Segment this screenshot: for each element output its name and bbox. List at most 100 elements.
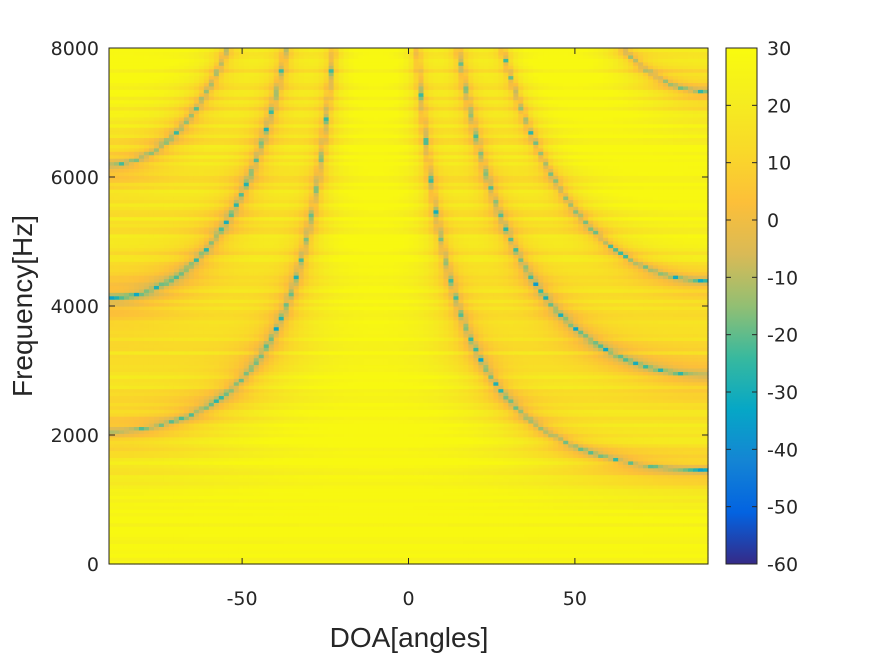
heatmap-cell: [243, 436, 250, 441]
heatmap-cell: [358, 478, 365, 483]
heatmap-cell: [618, 491, 624, 496]
heatmap-cell: [373, 443, 380, 448]
heatmap-cell: [533, 505, 539, 510]
heatmap-cell: [363, 526, 370, 531]
heatmap-cell: [473, 488, 479, 493]
heatmap-cell: [628, 453, 634, 458]
heatmap-cell: [688, 512, 694, 517]
heatmap-cell: [273, 526, 280, 531]
heatmap-cell: [153, 429, 160, 434]
heatmap-cell: [473, 498, 479, 503]
heatmap-cell: [463, 464, 469, 469]
heatmap-cell: [298, 474, 305, 479]
heatmap-cell: [168, 519, 175, 524]
heatmap-cell: [473, 453, 479, 458]
heatmap-cell: [453, 519, 460, 524]
heatmap-cell: [398, 543, 405, 548]
heatmap-cell: [113, 498, 120, 503]
heatmap-cell: [258, 429, 265, 434]
heatmap-cell: [138, 495, 145, 500]
heatmap-cell: [348, 422, 355, 427]
heatmap-cell: [248, 522, 255, 527]
heatmap-cell: [523, 464, 529, 469]
heatmap-cell: [363, 488, 370, 493]
heatmap-cell: [203, 522, 210, 527]
heatmap-cell: [218, 522, 225, 527]
heatmap-cell: [143, 495, 150, 500]
heatmap-cell: [343, 460, 350, 465]
heatmap-cell: [163, 450, 170, 455]
heatmap-cell: [313, 478, 320, 483]
heatmap-cell: [688, 426, 694, 431]
heatmap-cell: [438, 550, 445, 555]
heatmap-cell: [673, 526, 679, 531]
heatmap-cell: [468, 550, 474, 555]
heatmap-cell: [213, 453, 220, 458]
heatmap-cell: [343, 505, 350, 510]
heatmap-cell: [398, 440, 405, 445]
heatmap-cell: [298, 484, 305, 489]
heatmap-cell: [273, 550, 280, 555]
heatmap-cell: [218, 533, 225, 538]
heatmap-cell: [253, 543, 260, 548]
heatmap-cell: [538, 529, 544, 534]
heatmap-cell: [573, 457, 579, 462]
heatmap-cell: [383, 488, 390, 493]
heatmap-cell: [288, 474, 295, 479]
heatmap-cell: [168, 546, 175, 551]
heatmap-cell: [298, 422, 305, 427]
heatmap-cell: [223, 457, 230, 462]
heatmap-cell: [663, 467, 669, 472]
heatmap-cell: [428, 543, 435, 548]
heatmap-cell: [383, 478, 390, 483]
heatmap-cell: [433, 443, 440, 448]
heatmap-cell: [378, 515, 385, 520]
heatmap-cell: [633, 467, 639, 472]
heatmap-cell: [648, 539, 654, 544]
heatmap-cell: [358, 471, 365, 476]
heatmap-cell: [443, 512, 450, 517]
heatmap-cell: [433, 491, 440, 496]
heatmap-cell: [558, 491, 564, 496]
heatmap-cell: [213, 426, 220, 431]
heatmap-cell: [663, 464, 669, 469]
heatmap-cell: [623, 498, 629, 503]
heatmap-cell: [478, 526, 484, 531]
heatmap-cell: [368, 539, 375, 544]
heatmap-cell: [453, 450, 460, 455]
heatmap-cell: [618, 512, 624, 517]
heatmap-cell: [218, 447, 225, 452]
heatmap-cell: [623, 474, 629, 479]
heatmap-cell: [653, 536, 659, 541]
heatmap-cell: [693, 557, 699, 562]
heatmap-cell: [683, 557, 689, 562]
heatmap-cell: [588, 484, 594, 489]
heatmap-cell: [588, 467, 594, 472]
heatmap-cell: [428, 553, 435, 558]
heatmap-cell: [323, 512, 330, 517]
heatmap-cell: [668, 440, 674, 445]
heatmap-cell: [593, 557, 599, 562]
heatmap-cell: [233, 488, 240, 493]
heatmap-cell: [248, 471, 255, 476]
heatmap-cell: [218, 474, 225, 479]
heatmap-cell: [123, 512, 130, 517]
heatmap-cell: [153, 539, 160, 544]
heatmap-cell: [523, 467, 529, 472]
heatmap-cell: [553, 464, 559, 469]
heatmap-cell: [483, 447, 489, 452]
heatmap-cell: [213, 484, 220, 489]
heatmap-cell: [333, 460, 340, 465]
heatmap-cell: [408, 546, 415, 551]
heatmap-cell: [193, 557, 200, 562]
heatmap-cell: [483, 526, 489, 531]
heatmap-cell: [478, 515, 484, 520]
heatmap-cell: [568, 481, 574, 486]
heatmap-cell: [578, 491, 584, 496]
heatmap-cell: [353, 560, 360, 565]
heatmap-cell: [113, 546, 120, 551]
heatmap-cell: [258, 495, 265, 500]
heatmap-cell: [458, 519, 465, 524]
heatmap-cell: [288, 512, 295, 517]
heatmap-cell: [298, 519, 305, 524]
